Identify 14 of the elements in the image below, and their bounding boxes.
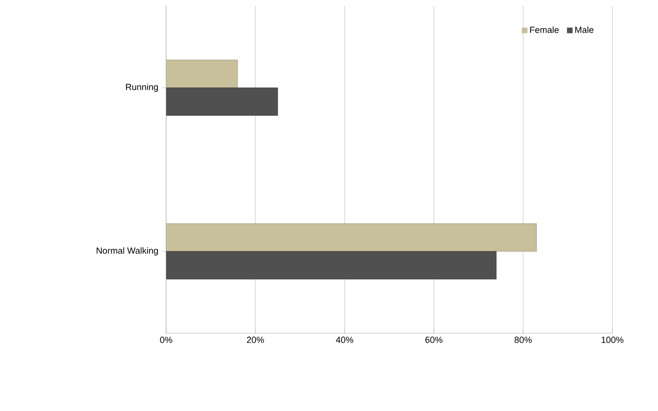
x-tick-label: 40%: [336, 336, 354, 344]
bar: [166, 60, 238, 88]
bar: [166, 88, 278, 116]
bar: [166, 251, 497, 280]
legend-label: Male: [575, 26, 594, 34]
x-tick-label: 20%: [246, 336, 264, 344]
x-tick-label: 60%: [425, 336, 442, 344]
y-tick-label: Normal Walking: [96, 247, 158, 256]
bar: [166, 224, 537, 252]
x-tick-label: 80%: [514, 336, 532, 344]
y-tick-label: Running: [126, 84, 158, 92]
legend-label: Female: [530, 26, 559, 34]
x-tick-label: 100%: [602, 336, 624, 344]
x-tick-label: 0%: [160, 336, 172, 344]
